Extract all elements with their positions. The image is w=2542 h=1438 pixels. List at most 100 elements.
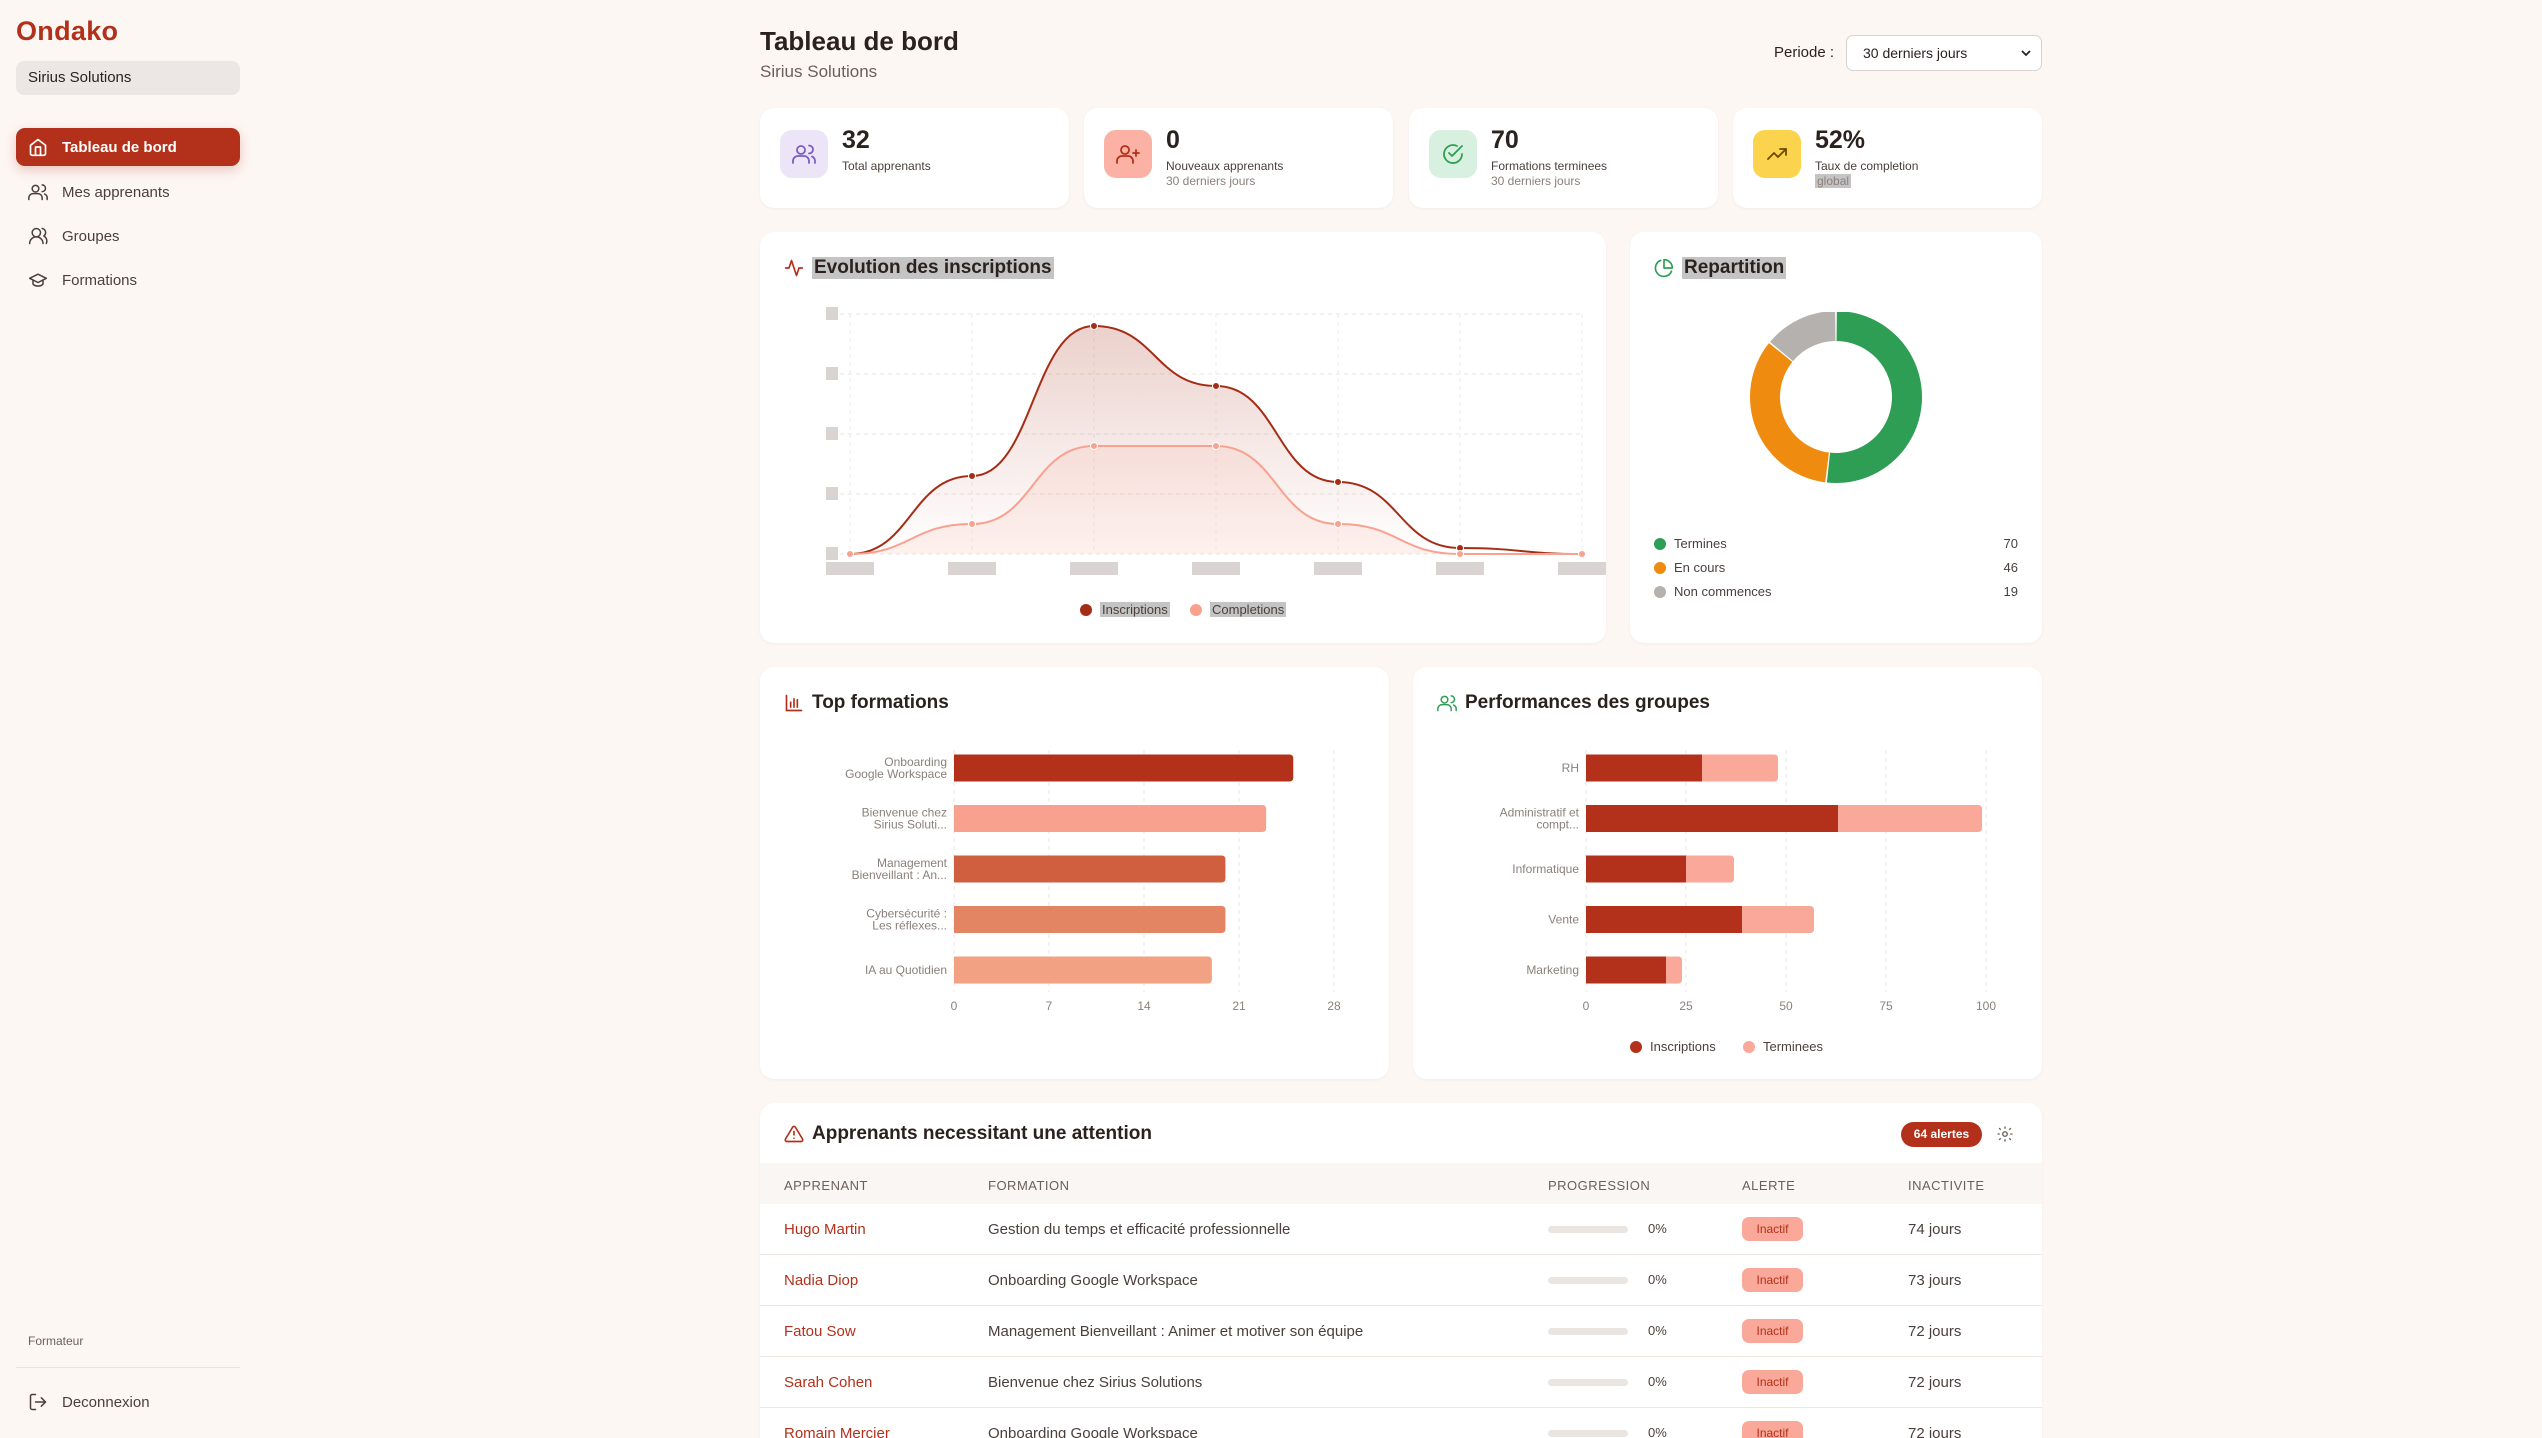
category-label: compt... <box>1536 818 1579 832</box>
column-header-progression[interactable]: PROGRESSION <box>1548 1178 1651 1193</box>
learner-name-link[interactable]: Sarah Cohen <box>784 1374 873 1391</box>
evolution-title: Evolution des inscriptions <box>784 257 1054 279</box>
stat-card-total: 32 Total apprenants <box>760 108 1069 208</box>
y-tick-label <box>826 487 838 500</box>
bar-chart-icon <box>785 694 803 712</box>
category-label: Bienveillant : An... <box>852 868 947 882</box>
user-role: Formateur <box>28 1334 84 1348</box>
gear-icon[interactable] <box>1996 1125 2014 1143</box>
stat-icon-box <box>1104 130 1152 178</box>
legend-item: En cours 46 <box>1654 560 2018 575</box>
progress-bar <box>1548 1226 1628 1233</box>
sidebar-item-label: Tableau de bord <box>62 138 177 156</box>
graduation-cap-icon <box>28 273 48 287</box>
stat-value: 70 <box>1491 126 1519 154</box>
trending-up-icon <box>1767 148 1787 160</box>
donut-chart <box>1750 312 1922 483</box>
group-icon <box>28 227 48 245</box>
progress-value: 0% <box>1648 1221 1667 1236</box>
app-logo[interactable]: Ondako <box>16 16 119 46</box>
alert-badge: Inactif <box>1742 1217 1803 1241</box>
learner-name-link[interactable]: Fatou Sow <box>784 1323 856 1340</box>
table-row[interactable]: Romain Mercier Onboarding Google Workspa… <box>760 1408 2042 1438</box>
bar <box>954 754 1294 782</box>
column-header-apprenant[interactable]: APPRENANT <box>784 1178 868 1193</box>
legend-terminees: Terminees <box>1743 1039 1823 1054</box>
groups-card: Performances des groupes 0 25 50 75 100 RH Adm… <box>1413 667 2042 1079</box>
donut-slice-2 <box>1750 343 1829 483</box>
period-select[interactable]: 30 derniers jours <box>1846 35 2042 71</box>
bar-inscriptions <box>1586 855 1686 883</box>
stat-icon-box <box>780 130 828 178</box>
progress-value: 0% <box>1648 1323 1667 1338</box>
stat-label: Total apprenants <box>842 159 931 173</box>
table-header <box>760 1163 2042 1204</box>
formation-name: Management Bienveillant : Animer et moti… <box>988 1323 1364 1340</box>
data-point <box>1334 478 1342 486</box>
inactivity-value: 72 jours <box>1908 1425 1962 1438</box>
alerts-badge[interactable]: 64 alertes <box>1901 1122 1982 1147</box>
legend-label: Termines <box>1674 536 1727 551</box>
x-tick-label <box>1070 562 1118 575</box>
stat-label: Nouveaux apprenants <box>1166 159 1284 173</box>
page-subtitle: Sirius Solutions <box>760 62 878 81</box>
sidebar-item-learners[interactable]: Mes apprenants <box>16 173 240 211</box>
bar <box>954 805 1267 832</box>
data-point <box>1334 520 1342 528</box>
category-label: Les réflexes... <box>872 919 947 933</box>
activity-icon <box>784 259 804 277</box>
bar <box>954 855 1226 883</box>
learner-name-link[interactable]: Hugo Martin <box>784 1221 866 1238</box>
donut-slice-3 <box>1770 312 1836 362</box>
table-row[interactable]: Sarah Cohen Bienvenue chez Sirius Soluti… <box>760 1357 2042 1408</box>
sidebar-item-groups[interactable]: Groupes <box>16 217 240 255</box>
page-title: Tableau de bord <box>760 26 959 56</box>
y-tick-label <box>826 307 838 320</box>
sidebar-item-label: Formations <box>62 271 138 289</box>
users-icon <box>792 144 816 164</box>
inactivity-value: 72 jours <box>1908 1323 1962 1340</box>
stat-card-completed: 70 Formations terminees 30 derniers jour… <box>1409 108 1718 208</box>
data-point <box>1578 550 1586 558</box>
data-point <box>968 520 976 528</box>
bar-terminees <box>1838 805 1982 832</box>
column-header-inactivite[interactable]: INACTIVITE <box>1908 1178 1985 1193</box>
column-header-formation[interactable]: FORMATION <box>988 1178 1070 1193</box>
x-tick-label: 75 <box>1879 999 1893 1013</box>
bar-terminees <box>1742 906 1814 933</box>
x-tick-label: 50 <box>1779 999 1793 1013</box>
top-formations-card: Top formations 0 7 14 21 28 Onboarding Google … <box>760 667 1389 1079</box>
divider <box>16 1367 240 1368</box>
inactivity-value: 73 jours <box>1908 1272 1962 1289</box>
legend-inscriptions: Inscriptions <box>1630 1039 1716 1054</box>
stat-sub: 30 derniers jours <box>1491 174 1581 188</box>
progress-bar <box>1548 1379 1628 1386</box>
learner-name-link[interactable]: Nadia Diop <box>784 1272 859 1289</box>
bar-inscriptions <box>1586 906 1742 933</box>
learner-name-link[interactable]: Romain Mercier <box>784 1425 890 1438</box>
formation-name: Gestion du temps et efficacité professio… <box>988 1221 1291 1238</box>
donut-slice-1 <box>1826 312 1922 483</box>
series-area-inscriptions <box>850 326 1582 554</box>
progress-value: 0% <box>1648 1374 1667 1389</box>
legend-inscriptions: Inscriptions <box>1080 602 1170 617</box>
organization-selector[interactable]: Sirius Solutions <box>16 61 240 95</box>
stat-card-new: 0 Nouveaux apprenants 30 derniers jours <box>1084 108 1393 208</box>
logout-button[interactable]: Deconnexion <box>28 1392 150 1412</box>
x-tick-label: 21 <box>1232 999 1246 1013</box>
stat-value: 0 <box>1166 126 1180 154</box>
table-row[interactable]: Hugo Martin Gestion du temps et efficaci… <box>760 1204 2042 1255</box>
data-point <box>1212 382 1220 390</box>
x-tick-label: 100 <box>1976 999 1996 1013</box>
stat-card-rate: 52% Taux de completion global <box>1733 108 2042 208</box>
column-header-alerte[interactable]: ALERTE <box>1742 1178 1796 1193</box>
table-row[interactable]: Nadia Diop Onboarding Google Workspace 0… <box>760 1255 2042 1306</box>
y-tick-label <box>826 547 838 560</box>
table-row[interactable]: Fatou Sow Management Bienveillant : Anim… <box>760 1306 2042 1357</box>
category-label: Google Workspace <box>845 767 947 781</box>
sidebar-item-formations[interactable]: Formations <box>16 261 240 299</box>
sidebar-item-dashboard[interactable]: Tableau de bord <box>16 128 240 166</box>
alert-badge: Inactif <box>1742 1319 1803 1343</box>
stat-value: 32 <box>842 126 870 154</box>
